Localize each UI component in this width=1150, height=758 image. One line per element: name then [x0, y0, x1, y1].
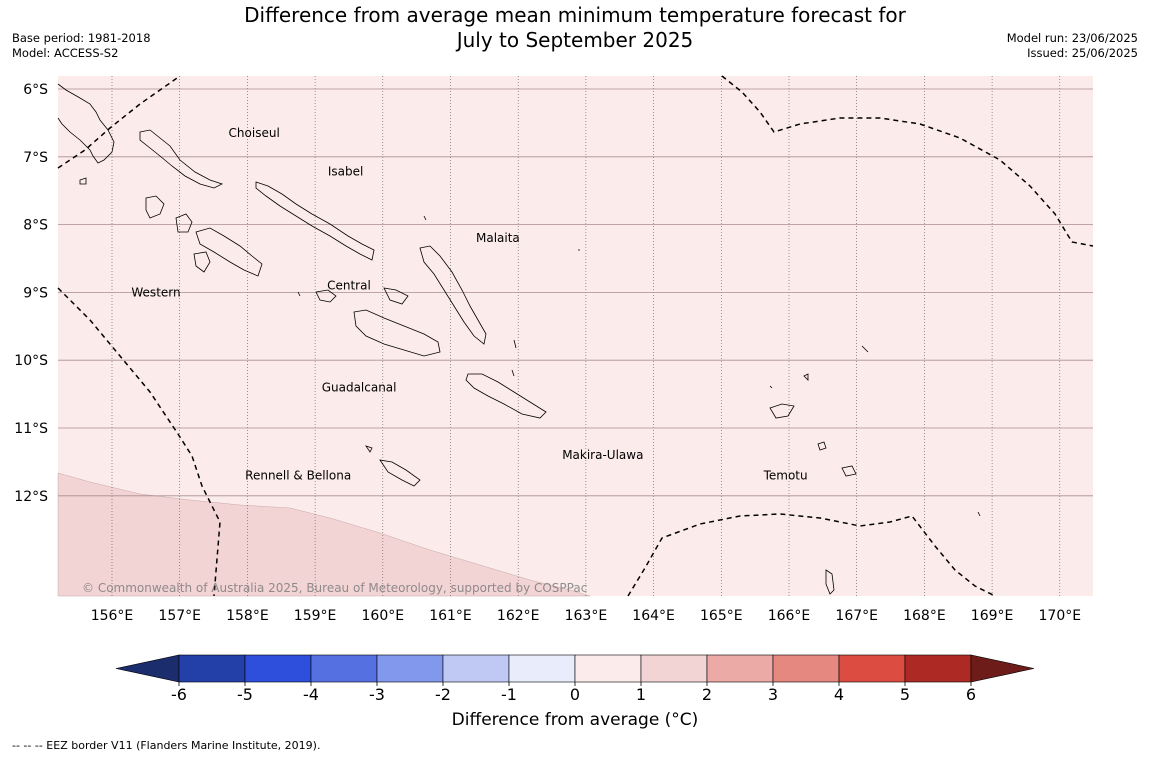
colorbar-tick-label: -4: [303, 685, 319, 704]
region-label: Rennell & Bellona: [245, 468, 351, 482]
eez-borders: [57, 75, 1094, 597]
eez-north-east: [721, 75, 1094, 247]
colorbar-swatch: [640, 654, 708, 683]
chart-title: Difference from average mean minimum tem…: [0, 3, 1150, 53]
lon-tick-label: 170°E: [1039, 608, 1082, 624]
eez-footnote: -- -- -- EEZ border V11 (Flanders Marine…: [12, 739, 321, 752]
region-label: Makira-Ulawa: [562, 448, 643, 462]
latitude-labels: 6°S 7°S 8°S 9°S 10°S 11°S 12°S: [14, 82, 48, 505]
model-name: Model: ACCESS-S2: [12, 46, 119, 60]
colorbar: -6 -5 -4 -3 -2 -1 0 1 2 3 4 5 6: [115, 654, 1035, 704]
forecast-map: © Commonwealth of Australia 2025, Bureau…: [14, 75, 1094, 624]
colorbar-tick-label: 2: [702, 685, 712, 704]
colorbar-swatch: [442, 654, 510, 683]
region-label: Western: [131, 285, 180, 299]
colorbar-tick-label: 3: [768, 685, 778, 704]
region-labels: Choiseul Isabel Malaita Western Central Guada…: [131, 126, 807, 482]
island-guadalcanal: [353, 309, 441, 357]
lon-tick-label: 156°E: [91, 608, 134, 624]
lon-tick-label: 157°E: [158, 608, 201, 624]
lon-tick-label: 163°E: [565, 608, 608, 624]
lat-tick-label: 12°S: [14, 489, 48, 505]
lon-tick-label: 169°E: [971, 608, 1014, 624]
lon-tick-label: 167°E: [835, 608, 878, 624]
eez-west: [57, 287, 221, 597]
base-period: Base period: 1981-2018: [12, 31, 151, 45]
colorbar-under-arrow: [115, 654, 180, 683]
region-label: Temotu: [763, 468, 808, 482]
eez-north-west: [57, 75, 181, 169]
colorbar-swatches: [115, 654, 1035, 683]
colorbar-swatch: [772, 654, 840, 683]
island-new-georgia: [145, 195, 263, 277]
colorbar-tick-label: -6: [171, 685, 187, 704]
colorbar-over-arrow: [970, 654, 1035, 683]
region-label: Choiseul: [229, 126, 280, 140]
lon-tick-label: 160°E: [362, 608, 405, 624]
region-label: Malaita: [476, 231, 520, 245]
colorbar-tick-labels: -6 -5 -4 -3 -2 -1 0 1 2 3 4 5 6: [171, 682, 976, 704]
colorbar-swatch: [310, 654, 378, 683]
island-florida: [315, 287, 409, 305]
island-isabel: [255, 181, 375, 261]
island-outlines: [57, 83, 981, 595]
lat-tick-label: 8°S: [23, 218, 48, 234]
lat-tick-label: 11°S: [14, 421, 48, 437]
colorbar-swatch: [376, 654, 444, 683]
lon-tick-label: 165°E: [700, 608, 743, 624]
longitude-labels: 156°E 157°E 158°E 159°E 160°E 161°E 162°E 163°E…: [91, 608, 1081, 624]
copyright-watermark: © Commonwealth of Australia 2025, Bureau…: [82, 581, 587, 595]
colorbar-tick-label: 0: [570, 685, 580, 704]
island-makira: [465, 373, 547, 419]
colorbar-swatch: [244, 654, 312, 683]
colorbar-tick-label: -1: [501, 685, 517, 704]
colorbar-tick-label: -2: [435, 685, 451, 704]
title-line-2: July to September 2025: [456, 28, 694, 52]
colorbar-swatch: [706, 654, 774, 683]
colorbar-swatch: [508, 654, 576, 683]
lon-tick-label: 158°E: [226, 608, 269, 624]
issued-date: Issued: 25/06/2025: [1027, 46, 1138, 60]
title-line-1: Difference from average mean minimum tem…: [244, 3, 906, 27]
lat-tick-label: 6°S: [23, 82, 48, 98]
colorbar-tick-label: 5: [900, 685, 910, 704]
colorbar-swatch: [178, 654, 246, 683]
region-label: Isabel: [328, 165, 363, 179]
lon-tick-label: 162°E: [497, 608, 540, 624]
lon-tick-label: 168°E: [903, 608, 946, 624]
eez-south-east: [627, 513, 996, 597]
island-malaita: [419, 245, 487, 345]
lat-tick-label: 7°S: [23, 150, 48, 166]
colorbar-swatch: [838, 654, 906, 683]
region-label: Guadalcanal: [322, 380, 397, 394]
graticule: [58, 76, 1093, 596]
meta-right: Model run: 23/06/2025 Issued: 25/06/2025: [1007, 31, 1138, 61]
colorbar-swatch: [904, 654, 972, 683]
island-choiseul: [139, 129, 224, 189]
lat-tick-label: 9°S: [23, 285, 48, 301]
colorbar-swatch: [574, 654, 642, 683]
colorbar-tick-label: 4: [834, 685, 844, 704]
island-rennell: [365, 445, 421, 487]
colorbar-tick-label: 1: [636, 685, 646, 704]
lat-tick-label: 10°S: [14, 353, 48, 369]
colorbar-label: Difference from average (°C): [451, 710, 699, 730]
island-small-islets: [79, 177, 773, 389]
meta-left: Base period: 1981-2018 Model: ACCESS-S2: [12, 31, 151, 61]
lon-tick-label: 164°E: [632, 608, 675, 624]
lon-tick-label: 159°E: [294, 608, 337, 624]
island-bougainville: [57, 83, 115, 164]
island-santa-cruz: [769, 345, 981, 595]
lon-tick-label: 161°E: [429, 608, 472, 624]
colorbar-tick-label: -5: [237, 685, 253, 704]
region-label: Central: [327, 279, 371, 293]
colorbar-tick-label: 6: [966, 685, 976, 704]
model-run: Model run: 23/06/2025: [1006, 31, 1138, 45]
colorbar-tick-label: -3: [369, 685, 385, 704]
lon-tick-label: 166°E: [768, 608, 811, 624]
